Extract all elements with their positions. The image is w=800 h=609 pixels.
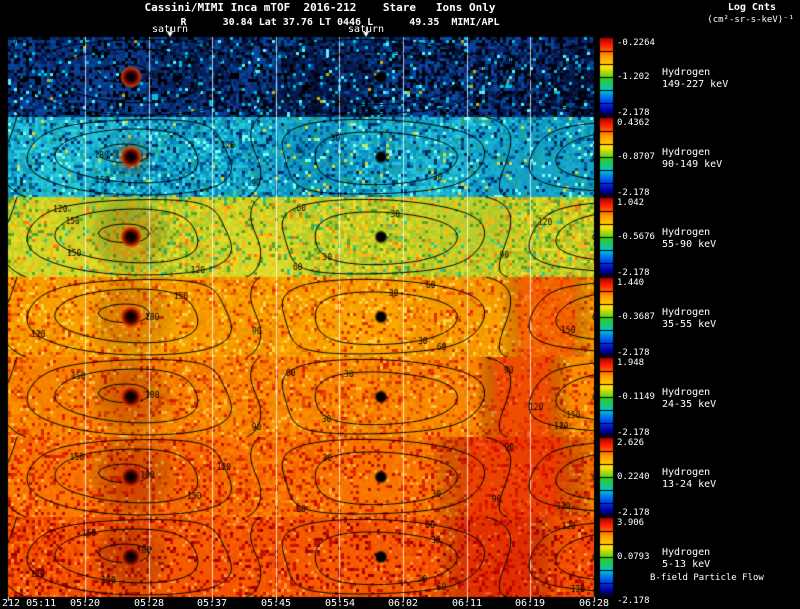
time-tick-label: 05:20: [69, 598, 101, 609]
time-tick-label: 06:19: [514, 598, 546, 609]
panel-energy-label: 35-55 keV: [662, 319, 717, 330]
cbar-tick-mid: -0.1149: [617, 392, 655, 402]
time-tick-label: 05:54: [324, 598, 356, 609]
saturn-marker-label: saturn: [347, 24, 385, 35]
colorbar-units-title: Log Cnts: [727, 2, 776, 13]
panel-energy-label: 24-35 keV: [662, 399, 717, 410]
panel-species-label: Hydrogen: [662, 67, 711, 78]
cbar-tick-mid: -0.3687: [617, 312, 655, 322]
cbar-tick-bottom: -2.178: [617, 188, 650, 198]
saturn-marker-label: saturn: [151, 24, 189, 35]
time-axis-start-label: 212 05:11: [2, 598, 57, 609]
plot-title: Cassini/MIMI Inca mTOF 2016-212 Stare Io…: [144, 1, 496, 14]
cbar-tick-mid: -0.5676: [617, 232, 655, 242]
panel-species-label: Hydrogen: [662, 147, 711, 158]
time-tick-label: 05:45: [260, 598, 292, 609]
cbar-tick-top: 0.4362: [617, 118, 650, 128]
panel-species-label: Hydrogen: [662, 307, 711, 318]
panel-energy-label: 149-227 keV: [662, 79, 729, 90]
cbar-tick-bottom: -2.178: [617, 596, 650, 606]
time-tick-label: 05:37: [196, 598, 228, 609]
cbar-tick-bottom: -2.178: [617, 508, 650, 518]
cbar-tick-bottom: -2.178: [617, 348, 650, 358]
panel-species-label: Hydrogen: [662, 547, 711, 558]
time-tick-label: 06:28: [578, 598, 610, 609]
cbar-tick-bottom: -2.178: [617, 268, 650, 278]
panel-energy-label: 90-149 keV: [662, 159, 723, 170]
panel-species-label: Hydrogen: [662, 387, 711, 398]
panel-species-label: Hydrogen: [662, 227, 711, 238]
time-tick-label: 06:11: [451, 598, 483, 609]
cbar-tick-bottom: -2.178: [617, 108, 650, 118]
cbar-tick-mid: 0.0793: [617, 552, 650, 562]
cbar-tick-mid: 0.2240: [617, 472, 650, 482]
bfield-flow-annotation: B-field Particle Flow: [650, 573, 764, 583]
cbar-tick-mid: -0.8707: [617, 152, 655, 162]
panel-energy-label: 13-24 keV: [662, 479, 717, 490]
panel-energy-label: 55-90 keV: [662, 239, 717, 250]
panel-species-label: Hydrogen: [662, 467, 711, 478]
cbar-tick-top: 3.906: [617, 518, 645, 528]
ephemeris-line: R 30.84 Lat 37.76 LT 0446 L 49.35 MIMI/A…: [180, 17, 500, 28]
panel-energy-label: 5-13 keV: [662, 559, 711, 570]
cbar-tick-top: 1.948: [617, 358, 645, 368]
cbar-tick-top: 1.440: [617, 278, 645, 288]
time-tick-label: 06:02: [387, 598, 419, 609]
cbar-tick-mid: -1.202: [617, 72, 650, 82]
cbar-tick-bottom: -2.178: [617, 428, 650, 438]
cbar-tick-top: 1.042: [617, 198, 645, 208]
colorbar-units-sub: (cm²-sr-s-keV)⁻¹: [707, 15, 794, 25]
cbar-tick-top: -0.2264: [617, 38, 655, 48]
time-tick-label: 05:28: [133, 598, 165, 609]
cbar-tick-top: 2.626: [617, 438, 645, 448]
